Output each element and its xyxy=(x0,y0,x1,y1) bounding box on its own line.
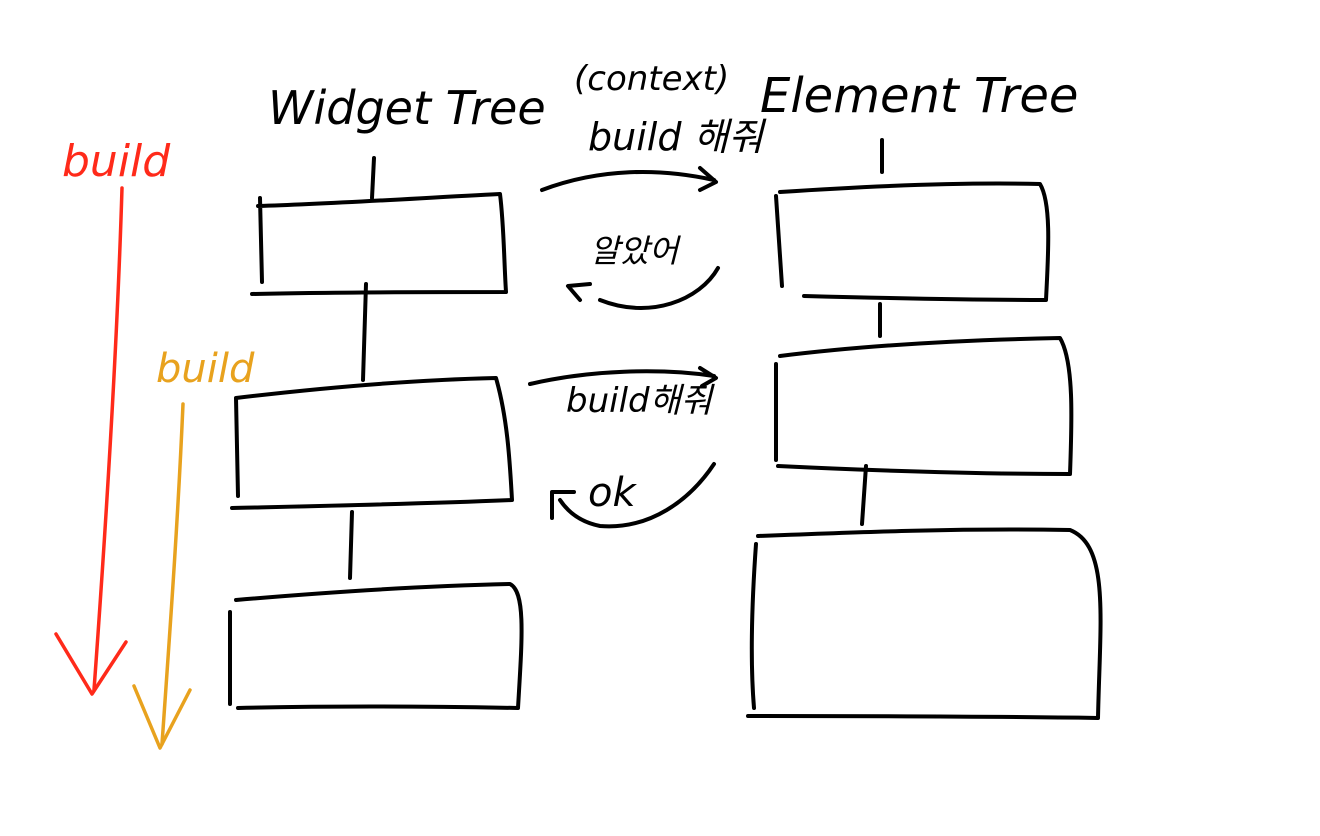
element-node-3 xyxy=(746,527,1103,720)
arrow-right-2-head xyxy=(698,366,718,388)
widget-node-2 xyxy=(230,376,514,510)
ack-label-1: 알았어 xyxy=(590,232,682,270)
outer-build-label: build xyxy=(62,136,171,187)
arrow-right-2 xyxy=(528,369,716,386)
widget-tree-title: Widget Tree xyxy=(268,81,546,135)
arrow-right-1-head xyxy=(698,166,718,192)
build-request-label-1: build 해줘 xyxy=(588,115,766,159)
element-tree-title: Element Tree xyxy=(760,68,1078,124)
message-ack-1: 알았어 xyxy=(566,232,720,310)
arrow-left-2-head xyxy=(550,490,576,520)
widget-node-1 xyxy=(250,192,508,296)
widget-connector-1-2 xyxy=(361,282,368,382)
build-request-label-2: build해줘 xyxy=(566,381,715,421)
inner-build-arrow xyxy=(132,402,192,750)
arrow-left-2 xyxy=(558,462,716,529)
widget-node-3 xyxy=(228,582,524,710)
widget-tree xyxy=(228,156,524,710)
ack-label-2: ok xyxy=(588,470,637,516)
widget-root-connector xyxy=(370,156,376,200)
element-node-2 xyxy=(774,336,1074,476)
widget-connector-2-3 xyxy=(348,510,354,580)
message-ack-2: ok xyxy=(550,462,716,529)
element-node-1 xyxy=(774,181,1051,302)
element-connector-2-3 xyxy=(860,464,868,526)
context-label: (context) xyxy=(574,59,729,99)
arrow-right-1 xyxy=(540,169,716,192)
message-build-request-2: build해줘 xyxy=(528,366,718,421)
inner-build-label: build xyxy=(156,346,255,392)
element-tree xyxy=(746,138,1103,720)
arrow-left-1 xyxy=(598,266,720,310)
arrow-left-1-head xyxy=(566,282,592,302)
outer-build-arrow xyxy=(54,186,128,696)
message-build-request-1: (context) build 해줘 xyxy=(540,59,766,192)
